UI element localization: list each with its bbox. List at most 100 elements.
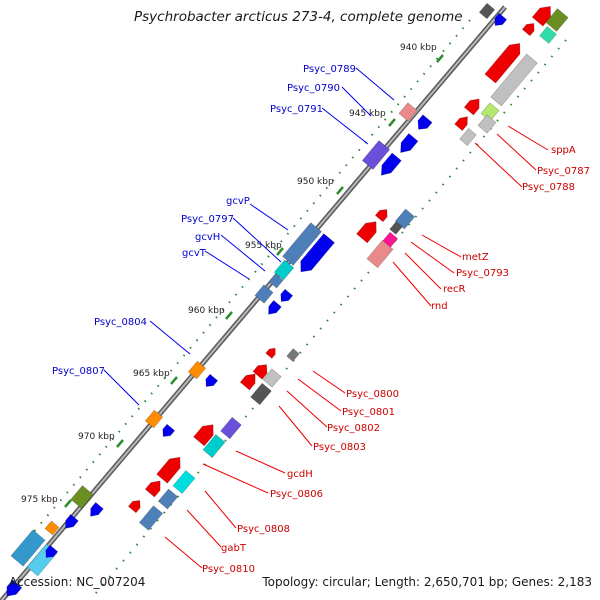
feature-Psyc_0807-b [162, 423, 176, 437]
feature-Psyc_0790 [417, 114, 433, 130]
scale-label-940: 940 kbp [400, 43, 437, 53]
gene-label-Psyc_0802: Psyc_0802 [327, 423, 380, 434]
feature-blue-975-a [90, 502, 104, 517]
feature-metZ [394, 208, 416, 230]
forward-callout-lines [103, 67, 395, 406]
feature-red-metZ-a [374, 209, 388, 223]
feature-Psyc_0788 [459, 128, 477, 146]
feature-red-top-a [531, 5, 551, 27]
gene-label-rnd: rnd [431, 301, 448, 312]
feature-gcvT-c [268, 300, 282, 315]
feature-rnd [366, 239, 394, 269]
feature-blue-edge [45, 544, 59, 558]
scale-label-975: 975 kbp [21, 495, 58, 505]
gene-label-Psyc_0803: Psyc_0803 [313, 442, 366, 453]
gene-label-Psyc_0797: Psyc_0797 [181, 214, 234, 225]
feature-gcvP-b [300, 233, 335, 273]
scale-label-945: 945 kbp [349, 109, 386, 119]
feature-Psyc_0791-c [380, 152, 402, 176]
gene-label-Psyc_0801: Psyc_0801 [342, 407, 395, 418]
scale-tick-965 [170, 376, 178, 385]
feature-gcvP-a [282, 222, 322, 266]
feature-Psyc_0789 [398, 102, 418, 122]
gene-label-gcdH: gcdH [287, 469, 313, 480]
feature-cyan-edge-a [10, 529, 46, 567]
reverse-callout-lines [164, 125, 549, 569]
gene-label-gcvH: gcvH [195, 232, 220, 243]
gene-label-metZ: metZ [462, 252, 489, 263]
gene-label-Psyc_0800: Psyc_0800 [346, 389, 399, 400]
feature-Psyc_0791-b [400, 133, 419, 154]
feature-cyan-0806 [172, 470, 196, 494]
scale-tick-945 [388, 118, 396, 127]
scale-ticks [64, 54, 444, 508]
feature-gcdH [220, 416, 242, 440]
scale-label-970: 970 kbp [78, 432, 115, 442]
feature-olive-top [545, 8, 569, 32]
topology-text: Topology: circular; Length: 2,650,701 bp… [262, 575, 592, 589]
gene-label-Psyc_0804: Psyc_0804 [94, 317, 147, 328]
feature-orange-975 [44, 520, 60, 536]
feature-Psyc_0800 [286, 348, 300, 362]
feature-red-0801b [239, 373, 256, 391]
gene-label-Psyc_0808: Psyc_0808 [237, 524, 290, 535]
gene-label-gcvT: gcvT [182, 248, 207, 259]
feature-gray-long [490, 53, 538, 107]
feature-Psyc_0807-a [144, 409, 164, 429]
gene-label-Psyc_0806: Psyc_0806 [270, 489, 323, 500]
forward-gene-labels: Psyc_0789 Psyc_0790 Psyc_0791 gcvP Psyc_… [52, 64, 356, 377]
scale-label-965: 965 kbp [133, 369, 170, 379]
tick-track-outer [19, 19, 471, 549]
feature-red-long-a [484, 43, 521, 84]
gene-label-sppA: sppA [551, 145, 576, 156]
feature-Psyc_0791-a [361, 140, 391, 170]
feature-gray-top [478, 2, 496, 20]
feature-Psyc_0797 [273, 259, 295, 281]
accession-text: Accession: NC_007204 [9, 575, 146, 589]
feature-Psyc_0802 [262, 368, 282, 388]
genome-title: Psychrobacter arcticus 273-4, complete g… [134, 9, 463, 25]
gene-label-gabT: gabT [221, 543, 247, 554]
feature-olive-975 [70, 485, 94, 509]
scale-tick-940 [436, 54, 444, 63]
gene-label-Psyc_0787: Psyc_0787 [537, 166, 590, 177]
gene-label-Psyc_0790: Psyc_0790 [287, 83, 340, 94]
gene-label-Psyc_0791: Psyc_0791 [270, 104, 323, 115]
gene-label-recR: recR [443, 284, 466, 295]
feature-Psyc_0804-a [187, 360, 207, 380]
feature-Psyc_0808 [157, 488, 179, 510]
scale-tick-960 [225, 311, 233, 320]
gene-features [6, 2, 569, 597]
feature-red-top-b [521, 23, 535, 37]
feature-red-sppA [463, 98, 480, 116]
feature-teal-top [539, 26, 557, 44]
gene-label-Psyc_0810: Psyc_0810 [202, 564, 255, 575]
feature-red-0806 [156, 456, 181, 484]
feature-Psyc_0806 [202, 434, 226, 458]
feature-blue-975-b [65, 514, 79, 529]
feature-gcvT-a [254, 284, 274, 304]
scale-tick-970 [116, 439, 124, 448]
gene-label-Psyc_0793: Psyc_0793 [456, 268, 509, 279]
feature-recR-a [389, 221, 403, 235]
feature-Psyc_0804-b [205, 373, 219, 387]
feature-Psyc_0803 [250, 382, 272, 406]
feature-Psyc_0787 [454, 116, 468, 131]
feature-red-gabT [127, 500, 141, 514]
feature-red-0800 [265, 347, 276, 359]
scale-tick-975 [64, 499, 72, 508]
feature-red-gcdH [193, 424, 214, 447]
gene-label-Psyc_0807: Psyc_0807 [52, 366, 105, 377]
scale-label-960: 960 kbp [188, 306, 225, 316]
reverse-gene-labels: sppA Psyc_0787 Psyc_0788 metZ Psyc_0793 … [202, 145, 590, 575]
feature-gabT [138, 505, 164, 531]
feature-Psyc_0801 [252, 364, 268, 380]
feature-blue-edge-b [6, 579, 23, 597]
scale-tick-950 [336, 186, 344, 195]
feature-gcvH [268, 273, 284, 289]
gene-label-gcvP: gcvP [226, 196, 250, 207]
gene-label-Psyc_0789: Psyc_0789 [303, 64, 356, 75]
feature-gcvT-b [280, 288, 294, 302]
